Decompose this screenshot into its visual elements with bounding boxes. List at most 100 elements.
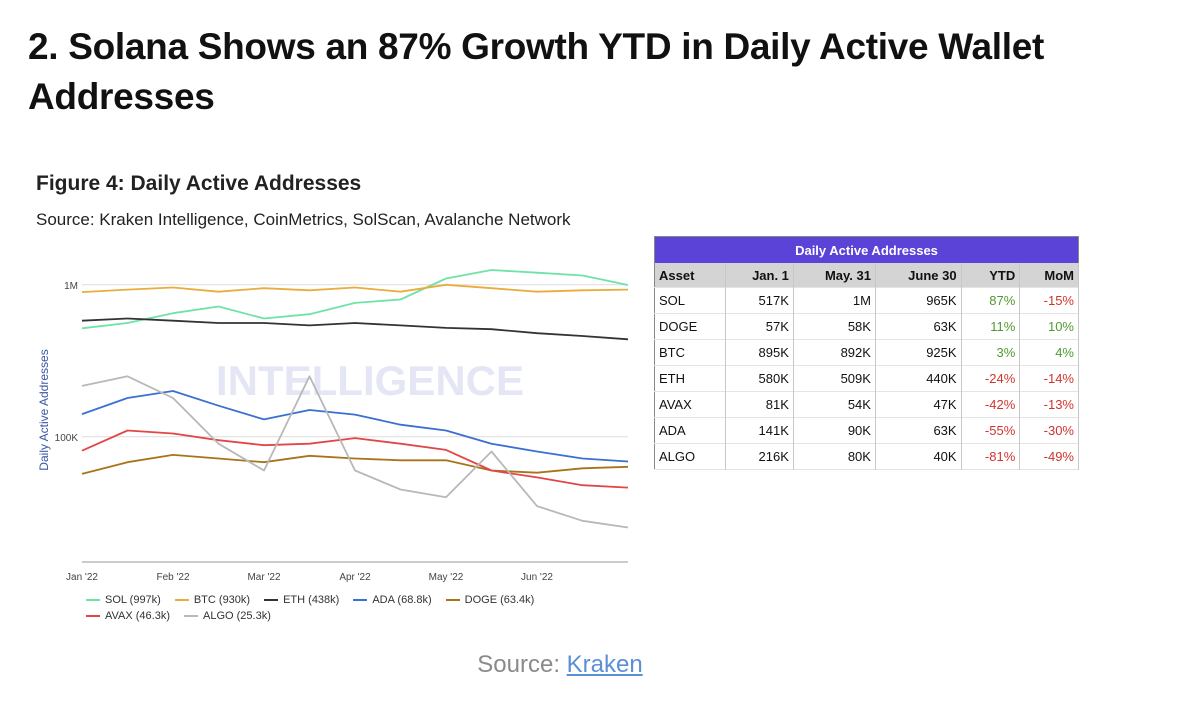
x-tick-label: Apr '22 xyxy=(339,572,371,583)
watermark-text: INTELLIGENCE xyxy=(216,357,524,404)
legend-item-eth: ETH (438k) xyxy=(264,594,339,606)
cell-mom: -30% xyxy=(1019,417,1079,444)
y-axis-label: Daily Active Addresses xyxy=(37,349,51,470)
x-tick-label: Jan '22 xyxy=(66,572,98,583)
col-ytd: YTD xyxy=(961,263,1021,288)
legend-swatch xyxy=(174,599,189,601)
col-jun30: June 30 xyxy=(875,263,962,288)
table-header-row: Asset Jan. 1 May. 31 June 30 YTD MoM xyxy=(654,263,1079,288)
cell-jun30: 440K xyxy=(875,365,962,392)
cell-may31: 1M xyxy=(793,287,876,314)
legend-label: ETH (438k) xyxy=(283,594,340,606)
figure-source: Source: Kraken Intelligence, CoinMetrics… xyxy=(36,210,571,229)
cell-jun30: 63K xyxy=(875,313,962,340)
cell-ytd: -55% xyxy=(961,417,1021,444)
cell-mom: -49% xyxy=(1019,443,1079,470)
x-tick-label: Feb '22 xyxy=(156,572,189,583)
cell-asset: ETH xyxy=(654,365,726,392)
table-row: ALGO 216K 80K 40K -81% -49% xyxy=(654,443,1079,470)
series-line-algo xyxy=(81,375,629,529)
legend-item-doge: DOGE (63.4k) xyxy=(445,594,535,606)
col-mom: MoM xyxy=(1019,263,1079,288)
source-prefix: Source: xyxy=(477,651,567,678)
legend-swatch xyxy=(86,599,100,601)
series-line-doge xyxy=(81,453,629,475)
table-title: Daily Active Addresses xyxy=(654,236,1079,263)
cell-asset: DOGE xyxy=(654,313,726,340)
line-chart: 1M 100K Jan '22 Feb '22 Mar '22 Apr '22 May '2… xyxy=(37,269,629,583)
legend-item-algo: ALGO (25.3k) xyxy=(184,610,271,622)
legend-swatch xyxy=(86,615,100,617)
cell-jan1: 216K xyxy=(725,443,794,470)
cell-ytd: 87% xyxy=(961,287,1021,314)
col-asset: Asset xyxy=(654,263,726,288)
legend-label: AVAX (46.3k) xyxy=(105,610,171,622)
cell-jun30: 40K xyxy=(875,443,962,470)
cell-asset: AVAX xyxy=(654,391,726,418)
y-tick-label: 100K xyxy=(55,433,79,444)
cell-may31: 90K xyxy=(793,417,876,444)
col-may31: May. 31 xyxy=(793,263,876,288)
x-tick-label: Mar '22 xyxy=(247,572,280,583)
cell-may31: 58K xyxy=(793,313,876,340)
cell-may31: 892K xyxy=(793,339,876,366)
series-line-btc xyxy=(81,283,629,293)
cell-may31: 80K xyxy=(793,443,876,470)
col-jan1: Jan. 1 xyxy=(725,263,794,288)
chart-legend: SOL (997k) BTC (930k) ETH (438k) ADA (68.8k… xyxy=(86,594,606,626)
cell-asset: BTC xyxy=(654,339,726,366)
cell-jan1: 141K xyxy=(725,417,794,444)
table-row: ADA 141K 90K 63K -55% -30% xyxy=(654,417,1079,444)
legend-swatch xyxy=(445,599,460,601)
legend-item-avax: AVAX (46.3k) xyxy=(86,610,170,622)
source-link[interactable]: Kraken xyxy=(566,651,643,678)
daily-active-addresses-table: Daily Active Addresses Asset Jan. 1 May.… xyxy=(654,236,1079,470)
legend-swatch xyxy=(353,599,368,601)
legend-label: SOL (997k) xyxy=(105,594,161,606)
cell-asset: ALGO xyxy=(654,443,726,470)
cell-mom: -14% xyxy=(1019,365,1079,392)
x-tick-label: May '22 xyxy=(429,572,464,583)
cell-jan1: 517K xyxy=(725,287,794,314)
cell-asset: ADA xyxy=(654,417,726,444)
cell-jan1: 57K xyxy=(725,313,794,340)
cell-asset: SOL xyxy=(654,287,726,314)
legend-swatch xyxy=(264,599,279,601)
cell-jan1: 81K xyxy=(725,391,794,418)
cell-mom: 4% xyxy=(1019,339,1079,366)
cell-ytd: -42% xyxy=(961,391,1021,418)
x-tick-label: Jun '22 xyxy=(521,572,553,583)
series-line-avax xyxy=(81,429,629,489)
legend-item-sol: SOL (997k) xyxy=(86,594,161,606)
cell-jun30: 47K xyxy=(875,391,962,418)
legend-label: DOGE (63.4k) xyxy=(464,594,535,606)
table-row: SOL 517K 1M 965K 87% -15% xyxy=(654,287,1079,314)
cell-mom: -13% xyxy=(1019,391,1079,418)
table-row: AVAX 81K 54K 47K -42% -13% xyxy=(654,391,1079,418)
cell-jan1: 895K xyxy=(725,339,794,366)
legend-item-ada: ADA (68.8k) xyxy=(353,594,432,606)
series-line-sol xyxy=(81,269,629,330)
cell-ytd: -24% xyxy=(961,365,1021,392)
cell-may31: 509K xyxy=(793,365,876,392)
table-row: BTC 895K 892K 925K 3% 4% xyxy=(654,339,1079,366)
cell-jun30: 63K xyxy=(875,417,962,444)
cell-may31: 54K xyxy=(793,391,876,418)
legend-label: ADA (68.8k) xyxy=(372,594,432,606)
table-row: DOGE 57K 58K 63K 11% 10% xyxy=(654,313,1079,340)
legend-label: BTC (930k) xyxy=(193,594,251,606)
source-line: Source: Kraken xyxy=(0,651,1120,679)
series-line-ada xyxy=(81,390,629,463)
series-line-eth xyxy=(81,317,629,341)
figure-title: Figure 4: Daily Active Addresses xyxy=(36,172,362,195)
cell-mom: -15% xyxy=(1019,287,1079,314)
cell-jan1: 580K xyxy=(725,365,794,392)
legend-label: ALGO (25.3k) xyxy=(203,610,271,622)
cell-ytd: -81% xyxy=(961,443,1021,470)
legend-swatch xyxy=(184,615,199,617)
y-tick-label: 1M xyxy=(64,281,78,292)
cell-ytd: 11% xyxy=(961,313,1021,340)
cell-jun30: 965K xyxy=(875,287,962,314)
cell-mom: 10% xyxy=(1019,313,1079,340)
article-headline: 2. Solana Shows an 87% Growth YTD in Dai… xyxy=(28,26,1045,117)
